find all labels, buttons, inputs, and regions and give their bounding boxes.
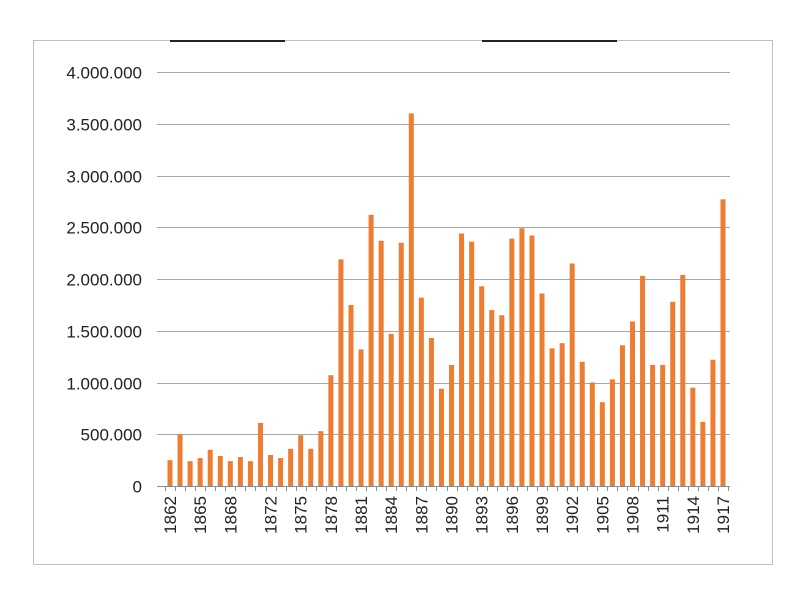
x-tick-label: 1902 — [563, 496, 582, 534]
x-tick-label: 1887 — [412, 496, 431, 534]
y-tick-label: 2.000.000 — [66, 271, 142, 290]
bar-1880 — [348, 304, 354, 487]
x-tick-label: 1893 — [473, 496, 492, 534]
bar-1877 — [318, 431, 324, 486]
top-crop-line — [170, 40, 285, 42]
x-tick-label: 1917 — [714, 496, 733, 534]
bar-1901 — [559, 343, 565, 486]
bar-1909 — [640, 275, 646, 486]
y-tick-label: 0 — [133, 478, 142, 497]
bar-1875 — [298, 435, 304, 486]
axes — [157, 486, 730, 491]
y-tick-label: 2.500.000 — [66, 219, 142, 238]
x-tick-label: 1884 — [382, 496, 401, 534]
y-tick-label: 1.500.000 — [66, 323, 142, 342]
bar-1910 — [650, 364, 656, 486]
y-tick-labels: 0 500.000 1.000.000 1.500.000 2.000.000 2.500… — [66, 64, 142, 497]
bar-1873 — [278, 458, 284, 486]
bar-1898 — [529, 235, 535, 486]
bar-1908 — [630, 321, 636, 486]
x-tick-label: 1875 — [292, 496, 311, 534]
bar-1890 — [449, 364, 455, 486]
bar-1886 — [408, 113, 414, 487]
bar-1906 — [609, 379, 615, 486]
bar-1911 — [660, 364, 666, 486]
bar-1900 — [549, 348, 555, 486]
x-tick-label: 1890 — [443, 496, 462, 534]
top-crop-line — [482, 40, 617, 42]
bar-1870 — [247, 461, 253, 486]
x-tick-label: 1862 — [161, 496, 180, 534]
bar-1866 — [207, 449, 213, 486]
bar-1915 — [700, 421, 706, 486]
bar-1889 — [438, 388, 444, 486]
bar-1865 — [197, 458, 203, 486]
bar-1891 — [459, 233, 465, 486]
bar-1899 — [539, 293, 545, 486]
bar-1913 — [680, 274, 686, 486]
bar-1879 — [338, 259, 344, 486]
bar-1887 — [418, 297, 424, 486]
x-tick-label: 1881 — [352, 496, 371, 534]
x-tick-label: 1868 — [221, 496, 240, 534]
x-tick-labels: 1862 1865 1868 1872 1875 1878 1881 1884 1887 1890… — [161, 496, 733, 534]
bar-1869 — [237, 457, 243, 486]
y-tick-label: 500.000 — [81, 426, 142, 445]
bar-1867 — [217, 455, 223, 486]
bar-1917 — [720, 199, 726, 486]
x-tick-label: 1905 — [593, 496, 612, 534]
bar-1863 — [177, 434, 183, 486]
bar-1883 — [378, 240, 384, 486]
bar-1874 — [288, 448, 294, 486]
y-tick-label: 4.000.000 — [66, 64, 142, 83]
x-tick-label: 1899 — [533, 496, 552, 534]
bar-1916 — [710, 359, 716, 486]
bar-1904 — [589, 382, 595, 486]
y-tick-label: 3.500.000 — [66, 116, 142, 135]
bar-1884 — [388, 333, 394, 486]
bar-1862 — [167, 460, 173, 487]
bars — [167, 113, 726, 487]
x-tick-label: 1865 — [191, 496, 210, 534]
bar-1894 — [489, 310, 495, 486]
bar-1882 — [368, 214, 374, 486]
bar-1897 — [519, 228, 525, 486]
bar-1896 — [509, 238, 515, 486]
bar-1903 — [579, 361, 585, 486]
y-tick-label: 1.000.000 — [66, 375, 142, 394]
bar-1864 — [187, 461, 193, 486]
x-tick-label: 1914 — [684, 496, 703, 534]
bar-1876 — [308, 448, 314, 486]
bar-1872 — [268, 454, 274, 486]
bar-1893 — [479, 286, 485, 486]
bar-1912 — [670, 301, 676, 486]
bar-1881 — [358, 349, 364, 486]
y-tick-label: 3.000.000 — [66, 168, 142, 187]
bar-1914 — [690, 387, 696, 486]
x-tick-label: 1878 — [322, 496, 341, 534]
bar-1902 — [569, 263, 575, 486]
bar-1895 — [499, 315, 505, 486]
bar-1871 — [257, 422, 263, 486]
bar-1868 — [227, 461, 233, 486]
x-tick-label: 1872 — [262, 496, 281, 534]
bar-1888 — [428, 338, 434, 486]
bar-1892 — [469, 241, 475, 486]
x-tick-label: 1896 — [503, 496, 522, 534]
x-tick-label: 1908 — [624, 496, 643, 534]
bar-1878 — [328, 375, 334, 486]
x-tick-label: 1911 — [654, 496, 673, 533]
bar-1905 — [599, 402, 605, 486]
bar-1885 — [398, 242, 404, 486]
bar-1907 — [619, 345, 625, 486]
